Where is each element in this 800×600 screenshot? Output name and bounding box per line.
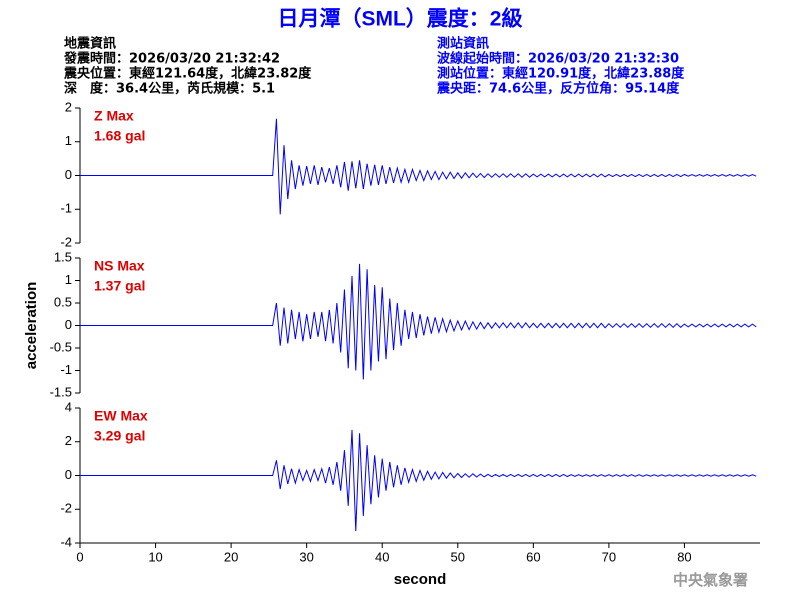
y-tick-label: 0.5 (54, 294, 72, 309)
info-right: 測站位置：東經120.91度，北緯23.88度 (437, 66, 685, 82)
x-tick-label: 0 (76, 549, 83, 564)
max-annotation: NS Max (94, 258, 145, 274)
credit: 中央氣象署 (673, 571, 748, 589)
info-right: 震央距：74.6公里，反方位角：95.14度 (436, 81, 680, 97)
y-axis-label: acceleration (23, 282, 40, 370)
info-left: 震央位置：東經121.64度，北緯23.82度 (63, 66, 312, 82)
y-tick-label: -2 (60, 234, 72, 249)
y-tick-label: 1 (65, 272, 72, 287)
y-tick-label: 0 (65, 467, 72, 482)
y-tick-label: -4 (60, 534, 72, 549)
max-annotation: 1.37 gal (94, 278, 145, 294)
max-annotation: 1.68 gal (94, 128, 145, 144)
x-axis-label: second (394, 571, 447, 588)
y-tick-label: 1 (65, 133, 72, 148)
x-tick-label: 60 (526, 549, 540, 564)
y-tick-label: 0 (65, 317, 72, 332)
y-tick-label: -1 (60, 362, 72, 377)
x-tick-label: 70 (602, 549, 616, 564)
y-tick-label: 4 (65, 399, 72, 414)
x-tick-label: 80 (677, 549, 691, 564)
title: 日月潭（SML）震度：2級 (277, 7, 522, 31)
y-tick-label: -1 (60, 201, 72, 216)
waveform (80, 118, 757, 215)
info-left: 深 度：36.4公里，芮氏規模：5.1 (64, 81, 275, 97)
x-tick-label: 30 (299, 549, 313, 564)
y-tick-label: 1.5 (54, 249, 72, 264)
x-tick-label: 40 (375, 549, 389, 564)
info-right: 測站資訊 (437, 36, 489, 52)
y-tick-label: -0.5 (50, 339, 72, 354)
y-tick-label: -1.5 (50, 384, 72, 399)
waveform (80, 429, 757, 532)
waveform (80, 263, 757, 380)
info-left: 發震時間：2026/03/20 21:32:42 (63, 51, 280, 67)
max-annotation: 3.29 gal (94, 428, 145, 444)
max-annotation: Z Max (94, 108, 134, 124)
y-tick-label: 2 (65, 99, 72, 114)
x-tick-label: 50 (451, 549, 465, 564)
y-tick-label: 0 (65, 167, 72, 182)
max-annotation: EW Max (94, 408, 148, 424)
x-tick-label: 20 (224, 549, 238, 564)
x-tick-label: 10 (148, 549, 162, 564)
info-left: 地震資訊 (64, 36, 116, 52)
info-right: 波線起始時間：2026/03/20 21:32:30 (437, 51, 679, 67)
y-tick-label: -2 (60, 501, 72, 516)
y-tick-label: 2 (65, 433, 72, 448)
